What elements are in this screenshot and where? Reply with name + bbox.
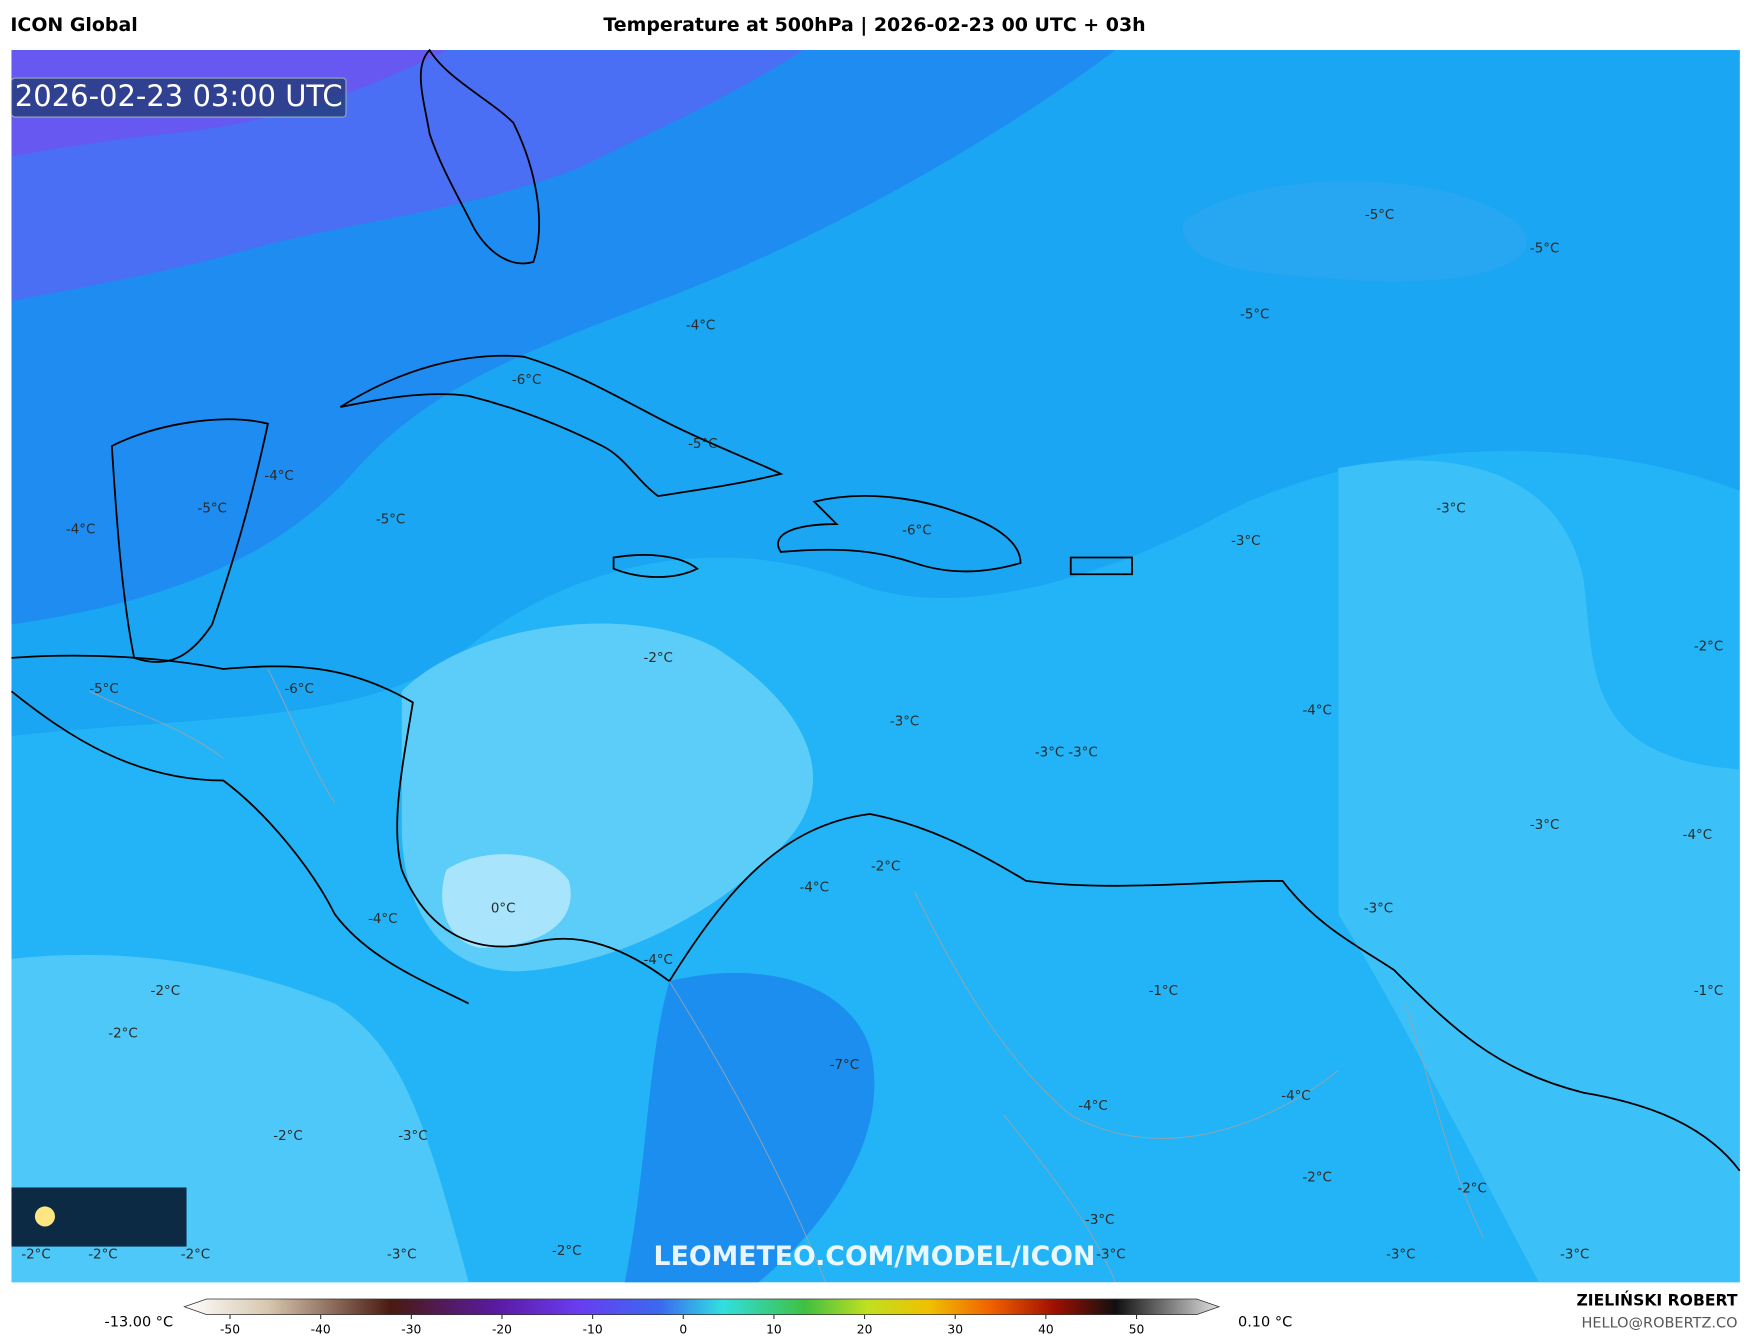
field-patch bbox=[1182, 181, 1527, 282]
field-east bbox=[1338, 460, 1740, 1283]
contour-label: -5°C bbox=[1530, 242, 1559, 257]
contour-label: -2°C bbox=[552, 1244, 581, 1259]
colorbar-tick-label: -30 bbox=[401, 1323, 421, 1337]
colorbar-min: -13.00 °C bbox=[105, 1314, 174, 1330]
coastline bbox=[777, 495, 1022, 573]
contour-label: -5°C bbox=[198, 501, 227, 516]
colorbar-tick-label: -40 bbox=[311, 1323, 331, 1337]
map bbox=[10, 48, 1741, 1283]
contour-label: -2°C bbox=[108, 1027, 137, 1042]
contour-label: -1°C bbox=[1149, 984, 1178, 999]
colorbar-ticks: -50 -40 -30 -20 -10 0 10 20 30 40 50 bbox=[220, 1314, 1145, 1337]
contour-label: -5°C bbox=[1240, 307, 1269, 322]
contour-label: -3°C bbox=[890, 714, 919, 729]
contour-label: -2°C bbox=[871, 859, 900, 874]
field-andes bbox=[624, 972, 875, 1283]
contour-label: -3°C bbox=[1068, 746, 1097, 761]
contour-label: -4°C bbox=[1302, 703, 1331, 718]
coastline bbox=[612, 554, 699, 578]
colorbar-tick-label: 20 bbox=[857, 1323, 873, 1337]
contour-label: -3°C bbox=[1231, 534, 1260, 549]
contour-label: -2°C bbox=[1302, 1170, 1331, 1185]
contour-label: -3°C bbox=[1364, 902, 1393, 917]
contour-label: -4°C bbox=[368, 912, 397, 927]
contour-labels: -5°C -5°C -5°C -4°C -6°C -4°C -5°C -5°C -4°C -5°C… bbox=[21, 208, 1723, 1262]
email: HELLO@ROBERTZ.CO bbox=[1581, 1316, 1737, 1332]
timestamp: 2026-02-23 03:00 UTC bbox=[15, 79, 343, 113]
contour-label: -3°C bbox=[1436, 501, 1465, 516]
contour-label: -6°C bbox=[284, 682, 313, 697]
watermark: LEOMETEO.COM/MODEL/ICON bbox=[654, 1241, 1096, 1272]
contour-label: -4°C bbox=[66, 523, 95, 538]
contour-label: -2°C bbox=[181, 1247, 210, 1262]
contour-label: -3°C bbox=[387, 1247, 416, 1262]
contour-label: -1°C bbox=[1694, 984, 1723, 999]
contour-label: -5°C bbox=[376, 513, 405, 528]
coastline bbox=[419, 48, 540, 265]
contour-label: -2°C bbox=[644, 651, 673, 666]
colorbar-tick-label: 30 bbox=[947, 1323, 963, 1337]
coastline bbox=[110, 418, 269, 663]
contour-label: -4°C bbox=[1078, 1099, 1107, 1114]
contour-label: -5°C bbox=[1365, 208, 1394, 223]
field-warmest bbox=[442, 854, 571, 948]
contour-label: -7°C bbox=[830, 1058, 859, 1073]
contour-label: -3°C bbox=[1560, 1247, 1589, 1262]
colorbar-tick-label: -50 bbox=[220, 1323, 240, 1337]
colorbar-tick-label: 0 bbox=[679, 1323, 687, 1337]
timestamp-bg bbox=[10, 77, 347, 118]
contour-label: -2°C bbox=[1457, 1182, 1486, 1197]
colorbar-tick-label: 50 bbox=[1129, 1323, 1145, 1337]
coastline bbox=[11, 654, 1741, 1172]
contour-label: -4°C bbox=[1281, 1089, 1310, 1104]
contour-label: -4°C bbox=[686, 319, 715, 334]
contour-label: 0°C bbox=[491, 902, 516, 917]
colorbar-max: 0.10 °C bbox=[1238, 1314, 1292, 1330]
contour-label: -3°C bbox=[1386, 1247, 1415, 1262]
contour-label: -6°C bbox=[902, 524, 931, 539]
contour-label: -2°C bbox=[21, 1247, 50, 1262]
contour-label: -3°C bbox=[1035, 746, 1064, 761]
contour-label: -4°C bbox=[800, 881, 829, 896]
author: ZIELIŃSKI ROBERT bbox=[1576, 1291, 1737, 1310]
colorbar-tick-label: -20 bbox=[492, 1323, 512, 1337]
model-name: ICON Global bbox=[10, 14, 137, 36]
logo bbox=[11, 1187, 187, 1247]
coastline bbox=[1069, 556, 1133, 576]
contour-label: -5°C bbox=[89, 682, 118, 697]
contour-label: -4°C bbox=[644, 953, 673, 968]
contour-label: -6°C bbox=[512, 373, 541, 388]
contour-label: -5°C bbox=[688, 437, 717, 452]
contour-label: -4°C bbox=[264, 469, 293, 484]
colorbar-tick-label: 40 bbox=[1038, 1323, 1054, 1337]
map-title: Temperature at 500hPa | 2026-02-23 00 UT… bbox=[603, 14, 1145, 36]
contour-label: -3°C bbox=[1096, 1247, 1125, 1262]
contour-label: -2°C bbox=[151, 984, 180, 999]
contour-label: -2°C bbox=[1694, 640, 1723, 655]
contour-label: -2°C bbox=[273, 1129, 302, 1144]
colorbar-tick-label: -10 bbox=[583, 1323, 603, 1337]
border bbox=[89, 668, 1484, 1283]
contour-label: -2°C bbox=[88, 1247, 117, 1262]
timestamp-box: 2026-02-23 03:00 UTC bbox=[10, 77, 347, 118]
contour-label: -4°C bbox=[1683, 828, 1712, 843]
coastline bbox=[339, 354, 784, 498]
contour-label: -3°C bbox=[398, 1129, 427, 1144]
colorbar-tick-label: 10 bbox=[766, 1323, 782, 1337]
coastline bbox=[10, 690, 470, 1005]
contour-label: -3°C bbox=[1085, 1213, 1114, 1228]
contour-label: -3°C bbox=[1530, 818, 1559, 833]
logo-sun bbox=[34, 1206, 55, 1227]
colorbar bbox=[183, 1298, 1221, 1315]
